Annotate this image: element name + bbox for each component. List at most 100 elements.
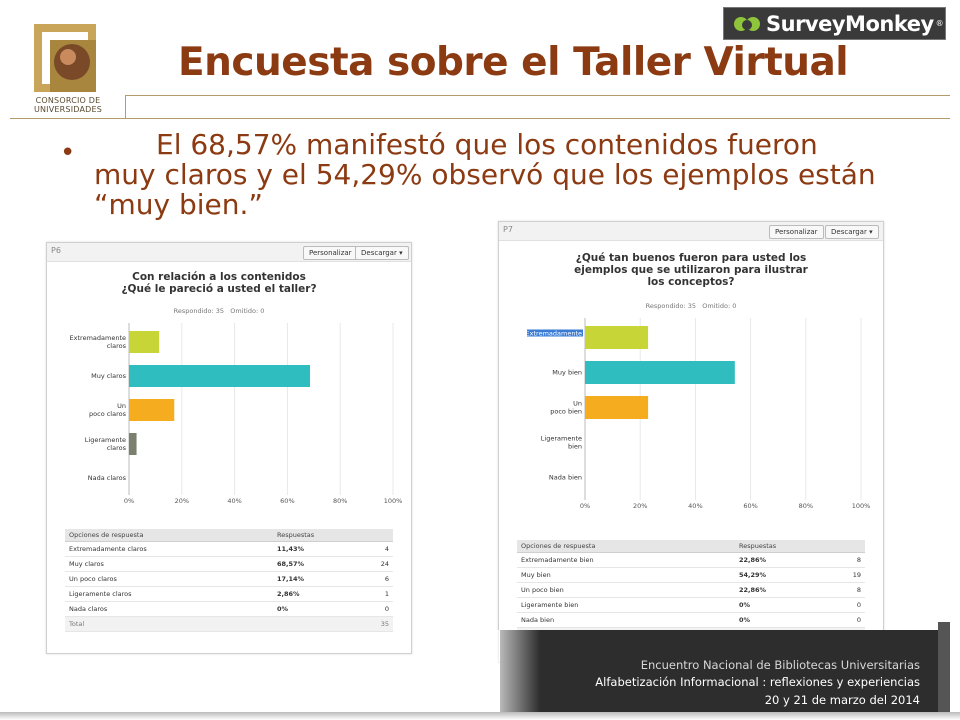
- consorcio-logo: [28, 20, 112, 116]
- count-cell: 4: [354, 541, 393, 557]
- question-number: P7: [503, 225, 513, 234]
- monkey-icon: [734, 16, 760, 31]
- footer-line-2: Alfabetización Informacional : reflexion…: [595, 675, 920, 689]
- footer-line-1: Encuentro Nacional de Bibliotecas Univer…: [640, 658, 920, 672]
- table-row: Ligeramente claros 2,86% 1: [65, 586, 393, 602]
- x-tick-label: 40%: [227, 497, 241, 505]
- count-cell: 0: [823, 612, 865, 628]
- count-cell: 19: [823, 567, 865, 583]
- response-meta: Respondido: 35 Omitido: 0: [567, 302, 815, 310]
- percent-cell: 68,57%: [273, 556, 355, 572]
- total-label: Total: [65, 616, 273, 632]
- answered-count: Respondido: 35: [173, 307, 225, 315]
- percent-cell: 54,29%: [735, 567, 824, 583]
- count-cell: 24: [354, 556, 393, 572]
- count-cell: 8: [823, 552, 865, 568]
- panel-toolbar: P7 Personalizar Descargar ▾: [499, 222, 883, 241]
- bar: [585, 326, 649, 349]
- x-tick-label: 80%: [799, 502, 813, 510]
- option-cell: Muy claros: [65, 556, 273, 572]
- x-tick-label: 20%: [175, 497, 189, 505]
- footer-line-3: 20 y 21 de marzo del 2014: [764, 693, 920, 707]
- option-cell: Muy bien: [517, 567, 735, 583]
- bar-chart-p6: 0% 20% 40% 60% 80% 100% Extremadamente claros Mu…: [70, 323, 403, 505]
- bar: [585, 396, 649, 419]
- descargar-button[interactable]: Descargar ▾: [825, 225, 879, 239]
- logo-caption-line2: UNIVERSIDADES: [33, 105, 103, 114]
- option-cell: Nada bien: [517, 612, 735, 628]
- personalizar-button[interactable]: Personalizar: [769, 225, 824, 239]
- y-category-label: Extremadamente claros: [70, 334, 127, 350]
- table-total-row: Total 35: [65, 616, 393, 632]
- x-tick-label: 0%: [124, 497, 134, 505]
- count-cell: 1: [354, 586, 393, 602]
- surveymonkey-wordmark: SurveyMonkey: [766, 11, 934, 36]
- table-header-cell[interactable]: Respuestas: [735, 540, 865, 553]
- bar-chart-p7: 0% 20% 40% 60% 80% 100% Extremadamente bien Muy …: [526, 318, 871, 510]
- label-highlight: [527, 329, 583, 337]
- y-category-label: Ligeramente claros: [85, 436, 127, 452]
- bar: [129, 365, 311, 387]
- header-rule: [10, 118, 950, 119]
- table-row: Extremadamente claros 11,43% 4: [65, 541, 393, 557]
- y-category-label: Un poco claros: [89, 402, 127, 418]
- x-tick-label: 60%: [743, 502, 757, 510]
- count-cell: 6: [354, 571, 393, 587]
- y-category-label: Ligeramente bien: [541, 435, 582, 451]
- bullet-line-3: “muy bien.”: [94, 188, 263, 221]
- question-title: Con relación a los contenidos ¿Qué le pa…: [121, 271, 317, 295]
- x-tick-label: 100%: [852, 502, 871, 510]
- count-cell: 8: [823, 582, 865, 598]
- percent-cell: 22,86%: [735, 582, 824, 598]
- option-cell: Ligeramente claros: [65, 586, 273, 602]
- percent-cell: 17,14%: [273, 571, 355, 587]
- table-row: Un poco claros 17,14% 6: [65, 571, 393, 587]
- table-header-cell[interactable]: Opciones de respuesta: [517, 540, 735, 553]
- skipped-count: Omitido: 0: [230, 307, 265, 315]
- y-category-label: Nada bien: [549, 474, 582, 482]
- table-row: Nada claros 0% 0: [65, 601, 393, 617]
- percent-cell: 0%: [273, 601, 355, 617]
- x-tick-label: 0%: [580, 502, 590, 510]
- option-cell: Nada claros: [65, 601, 273, 617]
- table-header-cell[interactable]: Opciones de respuesta: [65, 529, 273, 542]
- bullet-text: El 68,57% manifestó que los contenidos f…: [94, 130, 934, 220]
- descargar-button[interactable]: Descargar ▾: [355, 246, 409, 260]
- table-header-row: Opciones de respuesta Respuestas: [65, 529, 393, 542]
- bar: [129, 433, 137, 455]
- x-tick-label: 40%: [688, 502, 702, 510]
- table-row: Muy claros 68,57% 24: [65, 556, 393, 572]
- skipped-count: Omitido: 0: [702, 302, 737, 310]
- personalizar-button[interactable]: Personalizar: [303, 246, 358, 260]
- x-tick-label: 60%: [280, 497, 294, 505]
- footer-band: [500, 630, 938, 712]
- table-row: Extremadamente bien 22,86% 8: [517, 552, 865, 568]
- header-rule-tick: [125, 95, 126, 119]
- bar: [129, 331, 160, 353]
- count-cell: 0: [823, 597, 865, 613]
- panel-toolbar: P6 Personalizar Descargar ▾: [47, 243, 411, 262]
- registered-mark: ®: [935, 19, 944, 28]
- survey-panel-p7: P7 Personalizar Descargar ▾ ¿Qué tan bue…: [498, 221, 884, 663]
- slide-title: Encuesta sobre el Taller Virtual: [178, 40, 849, 85]
- y-category-label: Extremadamente bien: [526, 330, 582, 346]
- logo-caption-line1: CONSORCIO DE: [35, 96, 101, 105]
- footer-side-bar: [938, 622, 950, 714]
- bullet-icon: •: [60, 138, 76, 168]
- table-header-cell[interactable]: Respuestas: [273, 529, 393, 542]
- y-category-label: Un poco bien: [550, 400, 582, 416]
- footer-shadow: [0, 712, 960, 720]
- x-tick-label: 100%: [384, 497, 403, 505]
- x-tick-label: 80%: [333, 497, 347, 505]
- response-table-p6: Opciones de respuesta Respuestas Extremada…: [65, 529, 393, 632]
- count-cell: 0: [354, 601, 393, 617]
- y-category-label: Muy bien: [552, 369, 582, 377]
- logo-caption: CONSORCIO DE UNIVERSIDADES: [18, 96, 118, 114]
- response-meta: Respondido: 35 Omitido: 0: [119, 307, 319, 315]
- percent-cell: 11,43%: [273, 541, 355, 557]
- table-header-row: Opciones de respuesta Respuestas: [517, 540, 865, 553]
- question-number: P6: [51, 246, 61, 255]
- percent-cell: 0%: [735, 612, 824, 628]
- y-category-label: Nada claros: [88, 474, 127, 482]
- table-row: Muy bien 54,29% 19: [517, 567, 865, 583]
